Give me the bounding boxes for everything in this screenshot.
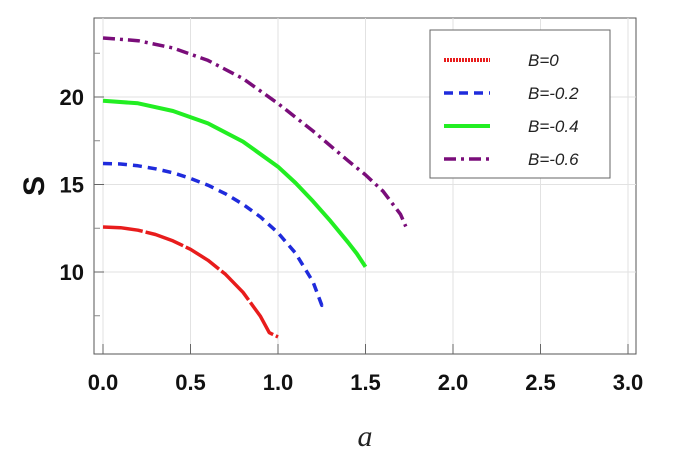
x-tick-label: 0.5 — [175, 370, 206, 395]
legend-box — [429, 29, 611, 179]
x-tick-label: 0.0 — [88, 370, 119, 395]
x-tick-label: 1.5 — [350, 370, 381, 395]
x-tick-label: 2.5 — [525, 370, 556, 395]
x-tick-label: 1.0 — [263, 370, 294, 395]
legend: B=0 B=-0.2 B=-0.4 B=-0.6 — [429, 29, 611, 179]
x-tick-label: 2.0 — [438, 370, 469, 395]
grid — [94, 18, 636, 354]
y-tick-labels: 10 15 20 — [60, 85, 84, 285]
series-layer — [102, 36, 408, 339]
legend-items: B=0 B=-0.2 B=-0.4 B=-0.6 — [444, 51, 579, 169]
x-tick-labels: 0.0 0.5 1.0 1.5 2.0 2.5 3.0 — [88, 370, 644, 395]
legend-label-3: B=-0.6 — [528, 150, 579, 169]
series-line-0 — [102, 225, 279, 339]
x-axis-label: a — [358, 420, 373, 453]
y-axis-label: S — [18, 176, 51, 196]
y-tick-label: 10 — [60, 260, 84, 285]
y-tick-label: 20 — [60, 85, 84, 110]
series-line-1 — [102, 161, 326, 308]
series-line-3 — [102, 36, 408, 228]
legend-label-0: B=0 — [528, 51, 559, 70]
legend-label-2: B=-0.4 — [528, 117, 579, 136]
x-tick-label: 3.0 — [613, 370, 644, 395]
series-line-2 — [102, 98, 368, 268]
legend-label-1: B=-0.2 — [528, 84, 579, 103]
y-tick-label: 15 — [60, 173, 84, 198]
